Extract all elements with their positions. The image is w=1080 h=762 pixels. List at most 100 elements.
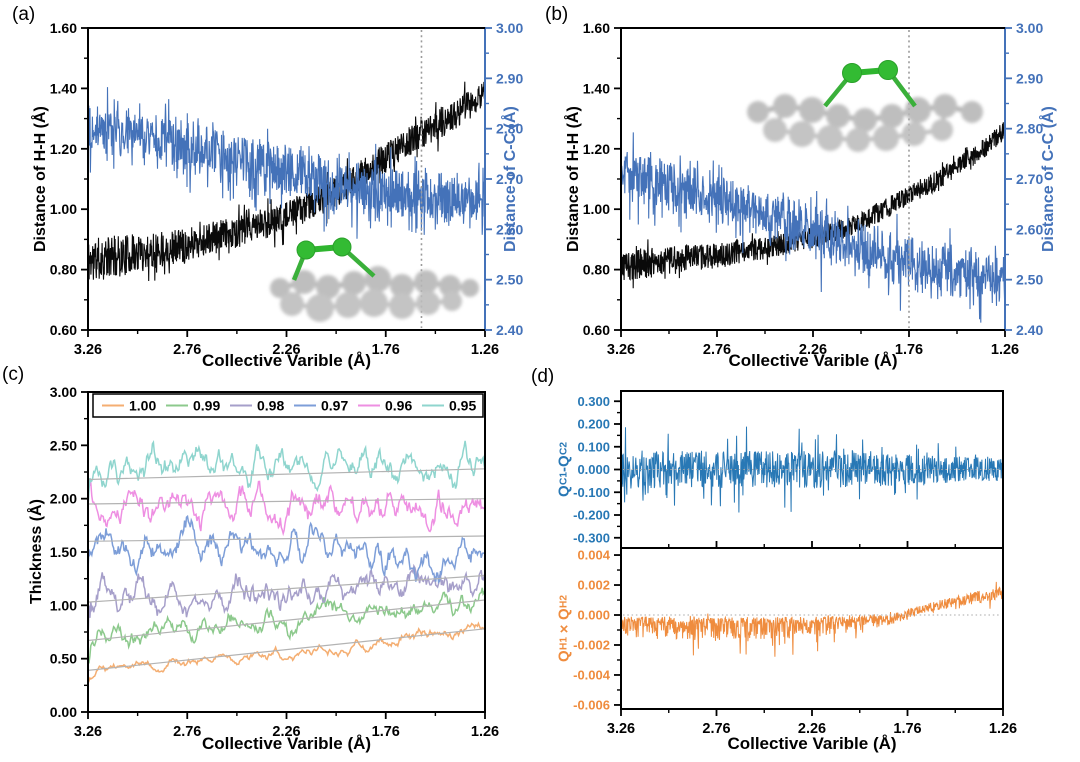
panel-d-bottom-y-axis-title: Q H1 × Q H2 — [555, 595, 573, 662]
y-tick-label: 2.50 — [50, 437, 77, 453]
panel-c-x-axis-title: Collective Varible (Å) — [201, 734, 372, 753]
y-tick-label: 0.50 — [50, 651, 77, 667]
y-tick-label: 0.80 — [583, 262, 610, 278]
molecule-inset-b — [747, 60, 983, 152]
linear-fit-guide — [87, 498, 486, 505]
y-tick-label: -0.300 — [573, 530, 610, 545]
panel-a-x-axis-title: Collective Varible (Å) — [201, 351, 372, 370]
x-tick-label: 2.26 — [272, 342, 300, 358]
y-tick-label: 2.00 — [50, 491, 77, 507]
panel-b-label: (b) — [545, 4, 569, 25]
x-tick-label: 1.76 — [895, 342, 923, 358]
molecule-inset-a — [270, 237, 479, 322]
y-tick-label: 1.20 — [50, 141, 77, 157]
y-tick-label: 2.60 — [1016, 221, 1043, 237]
green-atom — [842, 63, 862, 83]
panel-d-x-axis-title: Collective Varible (Å) — [727, 734, 897, 753]
y-tick-label: 2.40 — [496, 322, 523, 338]
y-tick-label: 3.00 — [50, 384, 77, 400]
y-tick-label: 2.90 — [496, 70, 523, 86]
x-tick-label: 2.26 — [272, 724, 300, 740]
y-tick-label: 1.00 — [50, 201, 77, 217]
legend-label: 0.98 — [257, 398, 284, 414]
panel-c-label: (c) — [2, 364, 25, 385]
legend-label: 0.97 — [321, 398, 348, 414]
y-tick-label: 0.00 — [50, 704, 77, 720]
x-tick-label: 3.26 — [74, 724, 102, 740]
x-tick-label: 1.26 — [471, 342, 499, 358]
series-C-C — [621, 132, 1005, 323]
x-tick-label: 1.76 — [372, 724, 400, 740]
y-tick-label: 1.40 — [50, 80, 77, 96]
y-tick-label: 0.004 — [577, 548, 610, 563]
h-h-pair-icon — [291, 237, 376, 281]
x-tick-label: 2.76 — [173, 724, 201, 740]
y-tick-label: 1.00 — [50, 597, 77, 613]
y-tick-label: 2.80 — [1016, 121, 1043, 137]
x-tick-label: 3.26 — [74, 342, 102, 358]
x-tick-label: 1.76 — [893, 721, 921, 737]
x-tick-label: 1.26 — [989, 721, 1017, 737]
x-tick-label: 3.26 — [607, 342, 635, 358]
y-tick-label: 0.80 — [50, 262, 77, 278]
series-QC1-QC2 — [621, 426, 1003, 513]
y-tick-label: 0.002 — [577, 578, 610, 593]
series-C-C — [88, 87, 485, 239]
legend-label: 0.95 — [449, 398, 476, 414]
panel-d-label: (d) — [531, 366, 555, 387]
legend-label: 1.00 — [129, 398, 156, 414]
x-tick-label: 2.76 — [703, 342, 731, 358]
panel-a-left-axis-title: Distance of H-H (Å) — [32, 106, 49, 252]
panel-a-right-axis-title: Distance of C-C (Å) — [502, 106, 519, 252]
series-0.97 — [88, 514, 485, 584]
series-H-H — [88, 78, 485, 282]
series-1.00 — [88, 621, 485, 683]
y-tick-label: 2.70 — [1016, 171, 1043, 187]
x-tick-label: 2.76 — [702, 721, 730, 737]
x-tick-label: 2.26 — [799, 342, 827, 358]
y-tick-label: 0.60 — [583, 322, 610, 338]
y-tick-label: 0.60 — [50, 322, 77, 338]
legend-label: 0.99 — [193, 398, 220, 414]
green-atom — [296, 240, 316, 260]
panel-d-top-y-axis-title: Q C1- Q C2 — [555, 442, 573, 497]
y-tick-label: 2.80 — [496, 121, 523, 137]
y-tick-label: -0.200 — [573, 508, 610, 523]
y-tick-label: 1.50 — [50, 544, 77, 560]
legend-box — [92, 393, 484, 418]
y-tick-label: 0.200 — [577, 417, 610, 432]
y-tick-label: 0.000 — [577, 608, 610, 623]
y-tick-label: 0.000 — [577, 462, 610, 477]
x-tick-label: 1.26 — [991, 342, 1019, 358]
x-tick-label: 3.26 — [607, 721, 635, 737]
y-tick-label: -0.002 — [573, 638, 610, 653]
y-tick-label: 2.40 — [1016, 322, 1043, 338]
panel-c-y-axis-title: Thickness (Å) — [28, 499, 45, 605]
x-tick-label: 2.76 — [173, 342, 201, 358]
green-atom — [332, 237, 352, 257]
legend-label: 0.96 — [385, 398, 412, 414]
y-tick-label: 2.60 — [496, 221, 523, 237]
carbon-ring — [747, 94, 983, 152]
green-atom — [878, 60, 898, 80]
y-tick-label: 2.50 — [496, 272, 523, 288]
series-0.95 — [88, 440, 485, 507]
y-tick-label: -0.004 — [573, 668, 611, 683]
y-tick-label: 1.60 — [50, 20, 77, 36]
panel-b-right-axis-title: Distance of C-C (Å) — [1040, 106, 1057, 252]
y-tick-label: 2.50 — [1016, 272, 1043, 288]
y-tick-label: 1.00 — [583, 201, 610, 217]
h-h-pair-icon — [823, 60, 917, 108]
y-tick-label: 1.40 — [583, 80, 610, 96]
linear-fit-guide — [87, 574, 486, 603]
y-tick-label: 1.60 — [583, 20, 610, 36]
y-tick-label: 3.00 — [496, 20, 523, 36]
x-tick-label: 1.76 — [372, 342, 400, 358]
y-tick-label: 3.00 — [1016, 20, 1043, 36]
linear-fit-guide — [87, 468, 486, 481]
series-QH1xQH2 — [621, 581, 1003, 657]
series-0.99 — [88, 587, 485, 664]
panel-b-x-axis-title: Collective Varible (Å) — [728, 351, 898, 370]
